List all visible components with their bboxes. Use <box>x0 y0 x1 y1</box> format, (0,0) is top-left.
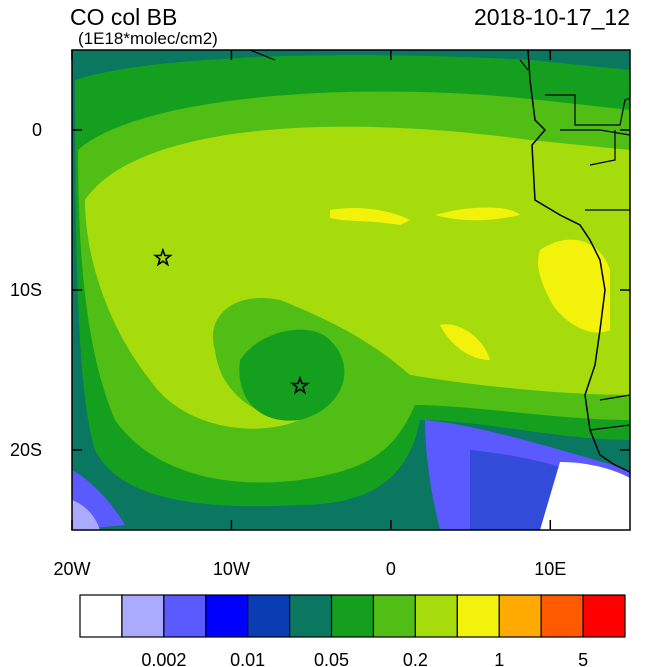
colorbar-box <box>582 594 626 638</box>
colorbar-box <box>456 594 500 638</box>
colorbar-box <box>498 594 542 638</box>
date: 2018-10-17_12 <box>474 4 630 30</box>
colorbar-box <box>330 594 375 638</box>
colorbar-box <box>163 594 207 638</box>
colorbar-box <box>247 594 291 638</box>
colorbar-box <box>121 594 165 638</box>
colorbar-box <box>414 594 458 638</box>
colorbar-box <box>540 594 584 638</box>
lat-label: 10S <box>10 280 42 300</box>
field-center-green <box>239 329 345 421</box>
title: CO col BB <box>70 4 177 30</box>
colorbar-label: 0.01 <box>230 650 265 667</box>
lon-label: 10W <box>213 559 250 579</box>
borders <box>249 50 630 431</box>
colorbar-label: 0.2 <box>403 650 428 667</box>
lon-label: 10E <box>534 559 566 579</box>
lat-label: 0 <box>32 120 42 140</box>
lon-label: 20W <box>53 559 90 579</box>
field-yellowgreen <box>85 126 630 429</box>
colorbar-label: 5 <box>578 650 588 667</box>
colorbar-box <box>372 594 416 638</box>
colorbar-label: 0.05 <box>314 650 349 667</box>
colorbar-box <box>205 594 249 638</box>
colorbar-box <box>79 594 123 638</box>
field-white <box>540 462 630 530</box>
colorbar-box <box>289 594 333 638</box>
site-marker <box>153 247 173 267</box>
colorbar-label: 0.002 <box>141 650 186 667</box>
lat-label: 20S <box>10 440 42 460</box>
field <box>72 50 630 530</box>
field-yellow <box>330 207 610 360</box>
coastline <box>527 50 630 473</box>
site-marker <box>290 375 310 395</box>
field-lightblue-sw <box>72 500 100 530</box>
colorbar-label: 1 <box>494 650 504 667</box>
lon-label: 0 <box>386 559 396 579</box>
units: (1E18*molec/cm2) <box>78 29 218 48</box>
